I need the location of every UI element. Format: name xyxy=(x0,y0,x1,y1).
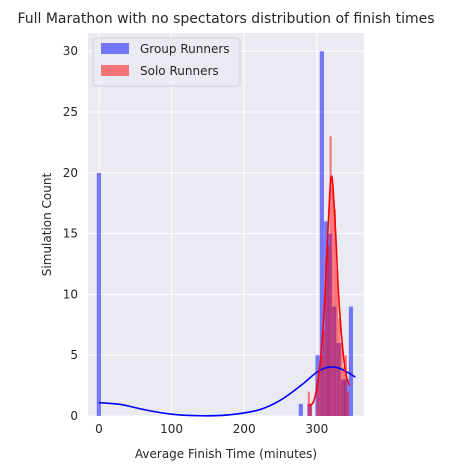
legend-label-solo: Solo Runners xyxy=(140,64,219,78)
bar-solo xyxy=(346,391,350,416)
y-tick-label: 0 xyxy=(70,409,78,423)
kde-line-group xyxy=(98,366,356,417)
y-axis-label: Simulation Count xyxy=(40,173,54,277)
bar-group xyxy=(96,172,102,416)
bar-solo xyxy=(333,209,337,416)
bar-solo xyxy=(329,136,332,416)
legend: Group Runners Solo Runners xyxy=(92,37,241,87)
chart-title: Full Marathon with no spectators distrib… xyxy=(17,11,434,27)
bar-solo xyxy=(309,403,313,416)
bar-solo xyxy=(322,330,326,416)
bar-group xyxy=(319,51,324,416)
bar-solo xyxy=(320,355,323,416)
y-tick-label: 10 xyxy=(63,287,78,301)
histogram-bars xyxy=(96,51,354,416)
x-tick-label: 200 xyxy=(233,422,256,436)
legend-swatch-group xyxy=(101,43,129,54)
bar-solo xyxy=(316,379,319,416)
bar-solo xyxy=(344,355,347,416)
bar-solo xyxy=(342,367,345,416)
x-axis-label: Average Finish Time (minutes) xyxy=(135,447,317,461)
y-tick-label: 30 xyxy=(63,44,78,58)
bar-group xyxy=(298,403,303,416)
bar-solo xyxy=(340,343,343,416)
x-tick-label: 0 xyxy=(95,422,103,436)
y-tick-label: 25 xyxy=(63,105,78,119)
bar-solo xyxy=(336,270,339,416)
bar-solo xyxy=(327,245,330,416)
y-tick-label: 20 xyxy=(63,166,78,180)
kde-line-solo xyxy=(308,175,351,406)
kde-curves xyxy=(98,175,356,417)
x-tick-label: 100 xyxy=(160,422,183,436)
bar-group xyxy=(348,306,354,416)
bar-solo xyxy=(325,257,328,416)
y-tick-label: 15 xyxy=(63,227,78,241)
legend-swatch-solo xyxy=(101,65,129,76)
legend-frame xyxy=(92,37,241,87)
tick-labels: 0 100 200 300 0 5 10 15 20 25 30 xyxy=(63,44,329,436)
plot-area xyxy=(88,33,364,416)
bar-solo xyxy=(331,184,334,416)
y-tick-label: 5 xyxy=(70,348,78,362)
bar-solo xyxy=(318,367,321,416)
x-tick-label: 300 xyxy=(305,422,328,436)
bar-solo xyxy=(307,391,310,416)
legend-label-group: Group Runners xyxy=(140,42,230,56)
